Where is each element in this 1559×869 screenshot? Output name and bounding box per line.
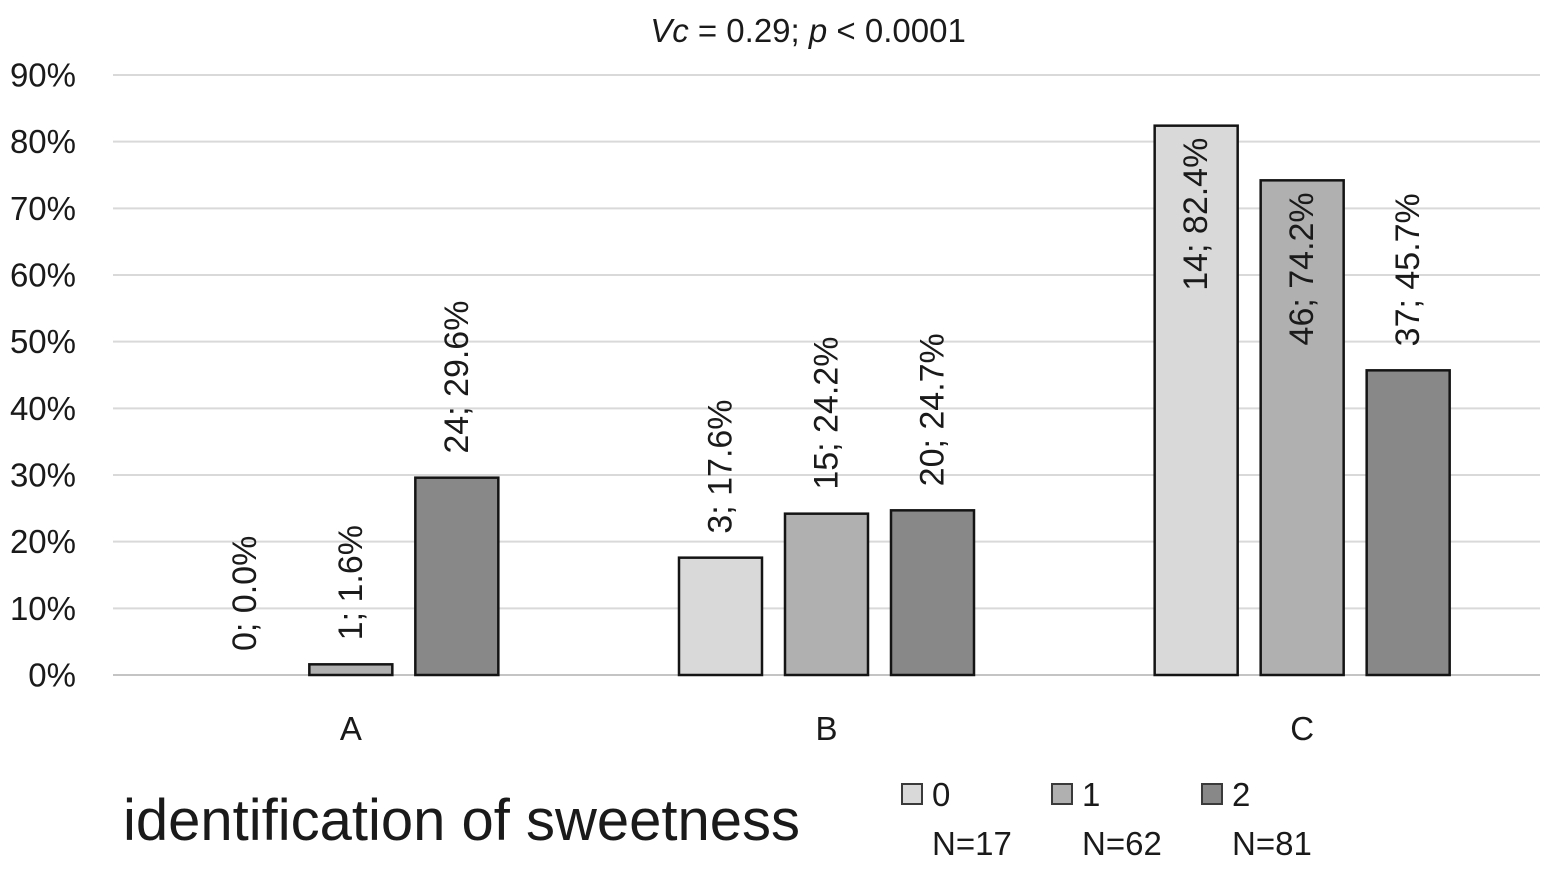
- legend-series-name: 0: [932, 776, 950, 813]
- legend-series-count: N=81: [1232, 825, 1312, 862]
- legend-title: identification of sweetness: [123, 788, 800, 853]
- legend-series-name: 2: [1232, 776, 1250, 813]
- data-label-a-series-1: 1; 1.6%: [332, 525, 370, 640]
- y-tick-label: 10%: [10, 590, 76, 627]
- bar-a-series-1: [308, 663, 394, 677]
- x-axis-category-labels: A B C: [340, 710, 1314, 747]
- y-tick-label: 50%: [10, 323, 76, 360]
- title-segment-p: p: [808, 12, 827, 49]
- y-tick-label: 80%: [10, 123, 76, 160]
- title-segment-vc: Vc: [650, 12, 689, 49]
- x-tick-label: B: [815, 710, 837, 747]
- data-label-a-series-0: 0; 0.0%: [226, 536, 264, 651]
- y-tick-label: 0%: [28, 657, 76, 694]
- title-segment-p-value: < 0.0001: [827, 12, 966, 49]
- legend: 0 N=17 1 N=62 2 N=81: [901, 776, 1312, 862]
- bar-c-series-0: [1153, 124, 1239, 677]
- gridlines: [113, 74, 1540, 676]
- bar-b-series-0: [677, 556, 764, 677]
- legend-swatch: [1051, 783, 1073, 805]
- y-tick-label: 60%: [10, 257, 76, 294]
- data-label-c-series-1: 46; 74.2%: [1283, 192, 1321, 345]
- legend-entry-0: 0 N=17: [901, 776, 1012, 862]
- legend-series-name: 1: [1082, 776, 1100, 813]
- legend-swatch: [1201, 783, 1223, 805]
- title-segment-vc-value: = 0.29;: [689, 12, 809, 49]
- y-tick-label: 30%: [10, 457, 76, 494]
- bar-c-series-2: [1365, 369, 1451, 677]
- y-tick-label: 70%: [10, 190, 76, 227]
- data-label-b-series-0: 3; 17.6%: [702, 399, 740, 533]
- legend-entry-2: 2 N=81: [1201, 776, 1312, 862]
- chart-title: Vc = 0.29; p < 0.0001: [650, 12, 966, 49]
- data-label-b-series-2: 20; 24.7%: [914, 333, 952, 486]
- bars: [308, 124, 1451, 677]
- data-label-a-series-2: 24; 29.6%: [438, 301, 476, 454]
- legend-entry-1: 1 N=62: [1051, 776, 1162, 862]
- data-label-b-series-1: 15; 24.2%: [808, 337, 846, 490]
- data-label-c-series-0: 14; 82.4%: [1177, 138, 1215, 291]
- legend-series-count: N=17: [932, 825, 1012, 862]
- x-tick-label: A: [340, 710, 362, 747]
- legend-series-count: N=62: [1082, 825, 1162, 862]
- bar-c-series-1: [1259, 179, 1345, 677]
- y-tick-label: 90%: [10, 57, 76, 94]
- bar-b-series-1: [783, 512, 870, 677]
- y-tick-label: 40%: [10, 390, 76, 427]
- data-labels: 0; 0.0% 3; 17.6% 14; 82.4% 1; 1.6% 15; 24.2%…: [226, 138, 1427, 651]
- y-axis-tick-labels: 0% 10% 20% 30% 40% 50% 60% 70% 80% 90%: [10, 57, 76, 694]
- bar-a-series-2: [414, 476, 500, 677]
- legend-swatch: [901, 783, 923, 805]
- bar-b-series-2: [889, 509, 976, 677]
- y-tick-label: 20%: [10, 523, 76, 560]
- data-label-c-series-2: 37; 45.7%: [1389, 193, 1427, 346]
- chart-title-text: Vc = 0.29; p < 0.0001: [650, 12, 966, 49]
- x-tick-label: C: [1290, 710, 1314, 747]
